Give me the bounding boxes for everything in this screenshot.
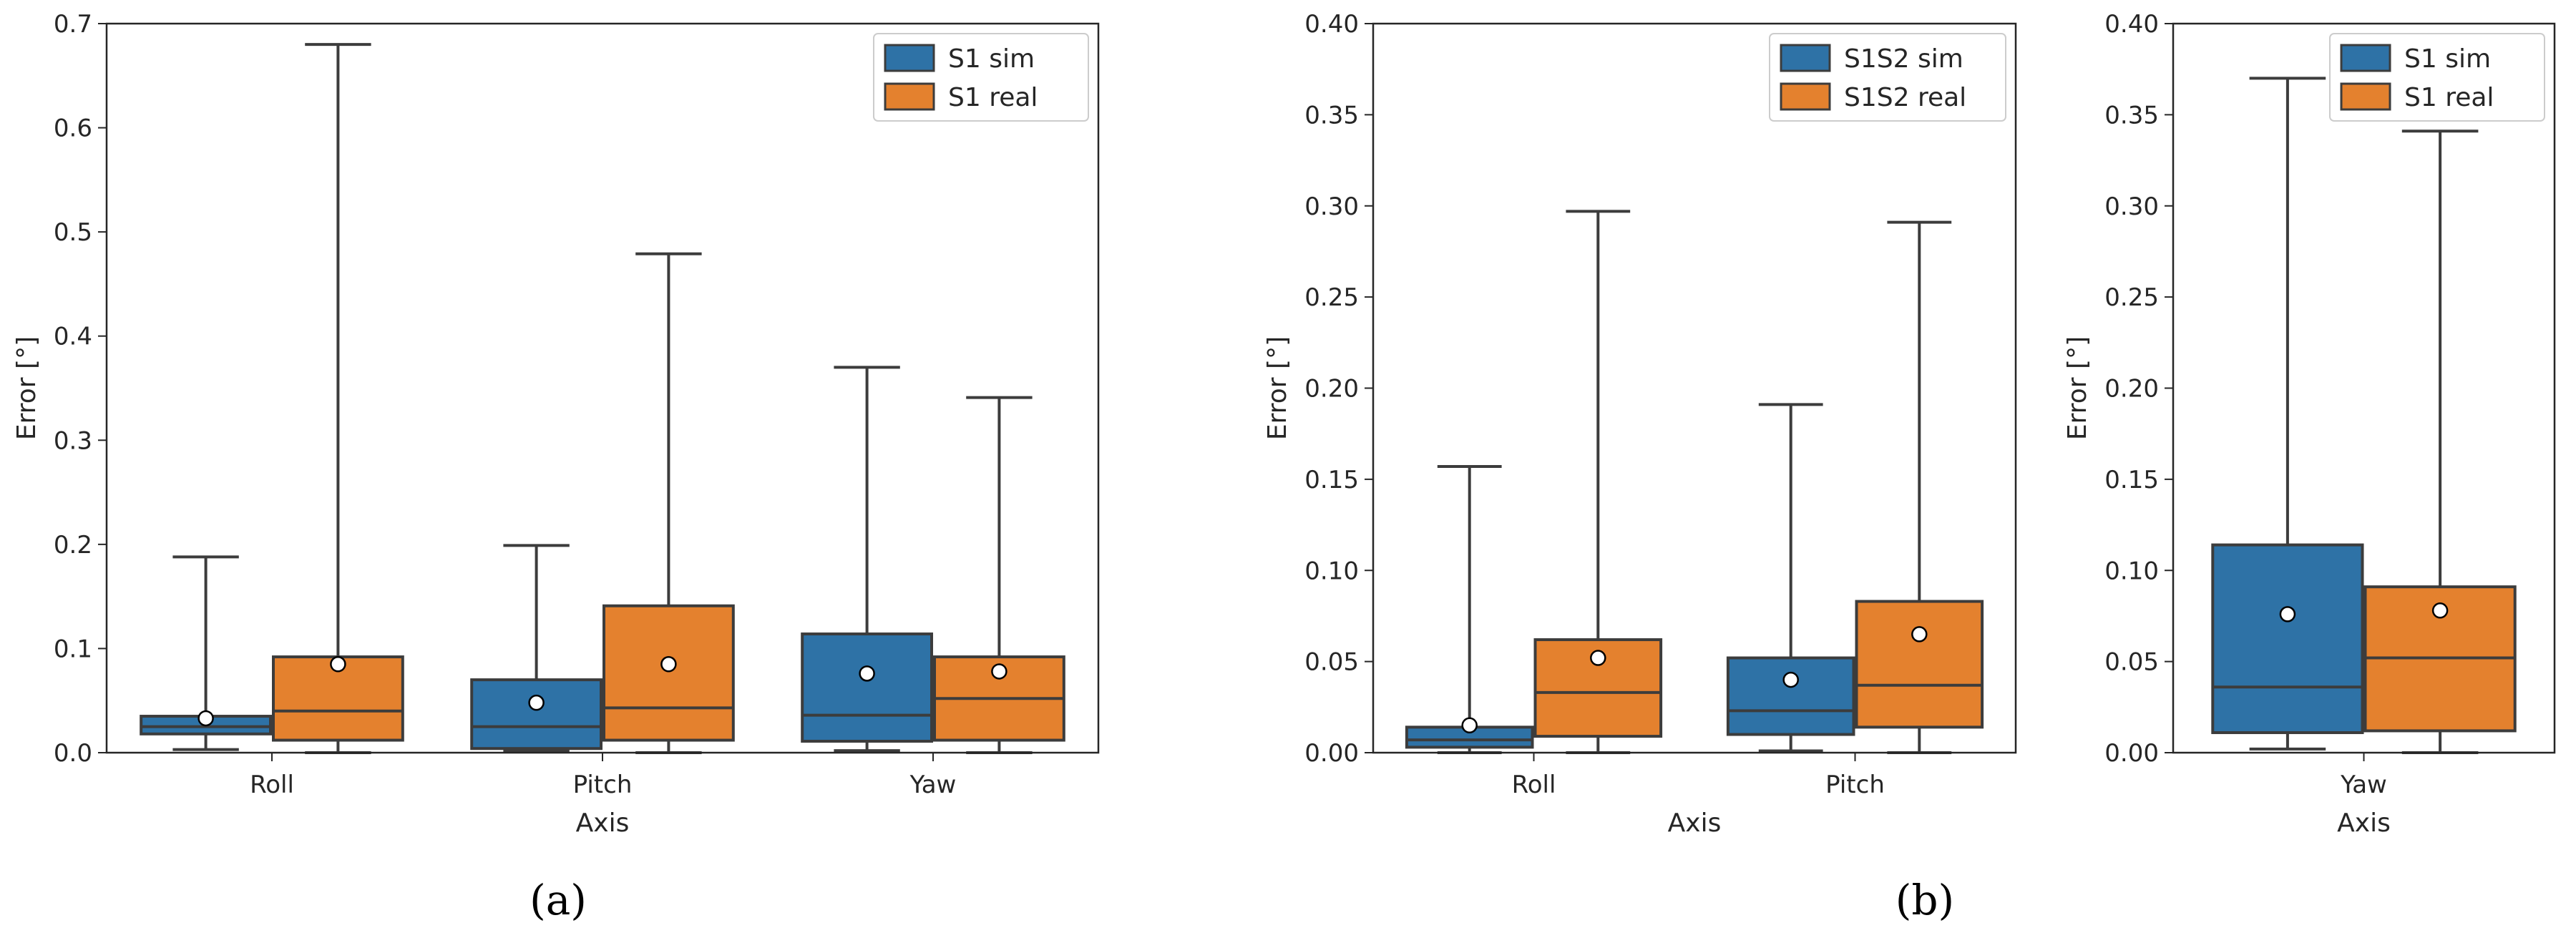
x-tick-label: Pitch — [1825, 771, 1885, 799]
x-tick-label: Yaw — [2340, 771, 2387, 799]
y-tick-label: 0.05 — [1304, 648, 1359, 677]
mean-marker — [1590, 650, 1606, 666]
y-tick-label: 0.25 — [2104, 283, 2159, 312]
y-tick-label: 0.15 — [1304, 466, 1359, 494]
chart-b1: 0.00 0.05 0.10 0.15 0.20 0.25 0.30 0.35 0.40 Roll… — [1263, 10, 2017, 838]
y-tick-label: 0.5 — [54, 218, 92, 247]
y-axis-label: Error [°] — [12, 336, 42, 440]
mean-marker — [330, 656, 346, 673]
y-tick-label: 0.15 — [2104, 466, 2159, 494]
box-s1-sim-roll — [140, 555, 272, 751]
mean-marker — [528, 694, 545, 711]
box-s1-real-pitch — [602, 252, 735, 754]
box-s1s2-sim-pitch — [1726, 403, 1855, 753]
y-tick-label: 0.40 — [2104, 10, 2159, 39]
y-tick-label: 0.05 — [2104, 648, 2159, 677]
x-tick-label: Roll — [250, 771, 294, 799]
legend: S1S2 sim S1S2 real — [1769, 33, 2006, 122]
y-tick-label: 0.25 — [1304, 283, 1359, 312]
y-tick-label: 0.30 — [1304, 192, 1359, 221]
y-tick-label: 0.4 — [54, 323, 92, 351]
mean-marker — [1461, 717, 1478, 734]
x-axis-label: Axis — [576, 808, 630, 838]
box-iqr — [801, 632, 933, 743]
mean-marker — [197, 710, 214, 727]
legend: S1 sim S1 real — [873, 33, 1089, 122]
legend-label: S1 real — [2404, 83, 2494, 112]
plot-frame — [1372, 22, 2017, 754]
box-s1-sim-pitch — [470, 544, 603, 753]
y-tick-label: 0.2 — [54, 531, 92, 560]
y-tick-label: 0.10 — [2104, 557, 2159, 585]
legend-swatch — [1780, 82, 1831, 111]
y-tick-label: 0.00 — [1304, 739, 1359, 768]
legend-swatch — [884, 82, 935, 111]
x-tick-label: Pitch — [573, 771, 633, 799]
legend-label: S1S2 sim — [1844, 44, 1963, 74]
panel-label-b: (b) — [1896, 876, 1954, 924]
box-s1-sim-yaw — [2211, 77, 2364, 751]
y-tick-label: 0.30 — [2104, 192, 2159, 221]
y-tick-label: 0.7 — [54, 10, 92, 39]
legend-swatch — [1780, 44, 1831, 72]
legend-label: S1 sim — [948, 44, 1035, 74]
mean-marker — [991, 663, 1008, 680]
box-s1s2-sim-roll — [1405, 465, 1534, 754]
mean-marker — [1782, 671, 1799, 688]
x-tick-label: Roll — [1512, 771, 1556, 799]
mean-marker — [2279, 606, 2296, 622]
y-tick-label: 0.35 — [1304, 101, 1359, 130]
box-s1-sim-yaw — [801, 366, 933, 753]
legend-label: S1 real — [948, 83, 1038, 112]
mean-marker — [1911, 626, 1928, 642]
legend-label: S1S2 real — [1844, 83, 1966, 112]
y-axis-label: Error [°] — [1263, 336, 1292, 440]
y-tick-label: 0.20 — [1304, 375, 1359, 404]
legend: S1 sim S1 real — [2329, 33, 2545, 122]
y-tick-label: 0.35 — [2104, 101, 2159, 130]
box-iqr — [470, 678, 603, 751]
box-iqr — [602, 604, 735, 742]
box-iqr — [1855, 600, 1984, 729]
panel-label-a: (a) — [530, 876, 587, 924]
x-axis-label: Axis — [2337, 808, 2391, 838]
y-tick-label: 0.6 — [54, 114, 92, 143]
chart-a: 0.0 0.1 0.2 0.3 0.4 0.5 0.6 0.7 Roll Pitch Yaw Axis… — [12, 10, 1100, 838]
box-iqr — [1533, 638, 1663, 738]
box-s1s2-real-pitch — [1855, 220, 1984, 754]
y-tick-label: 0.1 — [54, 635, 92, 663]
x-axis-label: Axis — [1668, 808, 1722, 838]
mean-marker — [660, 656, 677, 673]
legend-swatch — [2340, 44, 2391, 72]
box-s1-real-yaw — [2363, 130, 2517, 754]
mean-marker — [2431, 602, 2449, 619]
chart-b2: 0.00 0.05 0.10 0.15 0.20 0.25 0.30 0.35 0.40 Yaw A… — [2063, 10, 2556, 838]
box-s1s2-real-roll — [1533, 210, 1663, 754]
box-iqr — [1726, 656, 1855, 736]
legend-swatch — [2340, 82, 2391, 111]
y-tick-label: 0.00 — [2104, 739, 2159, 768]
mean-marker — [859, 665, 875, 682]
box-s1-real-yaw — [933, 396, 1065, 754]
y-tick-label: 0.40 — [1304, 10, 1359, 39]
y-tick-label: 0.0 — [54, 739, 92, 768]
y-tick-label: 0.3 — [54, 426, 92, 455]
y-axis-label: Error [°] — [2063, 336, 2092, 440]
y-tick-label: 0.10 — [1304, 557, 1359, 585]
legend-label: S1 sim — [2404, 44, 2491, 74]
box-iqr — [2211, 543, 2364, 734]
plot-frame — [105, 22, 1100, 754]
legend-swatch — [884, 44, 935, 72]
x-tick-label: Yaw — [909, 771, 957, 799]
y-tick-label: 0.20 — [2104, 375, 2159, 404]
box-s1-real-roll — [272, 43, 404, 754]
